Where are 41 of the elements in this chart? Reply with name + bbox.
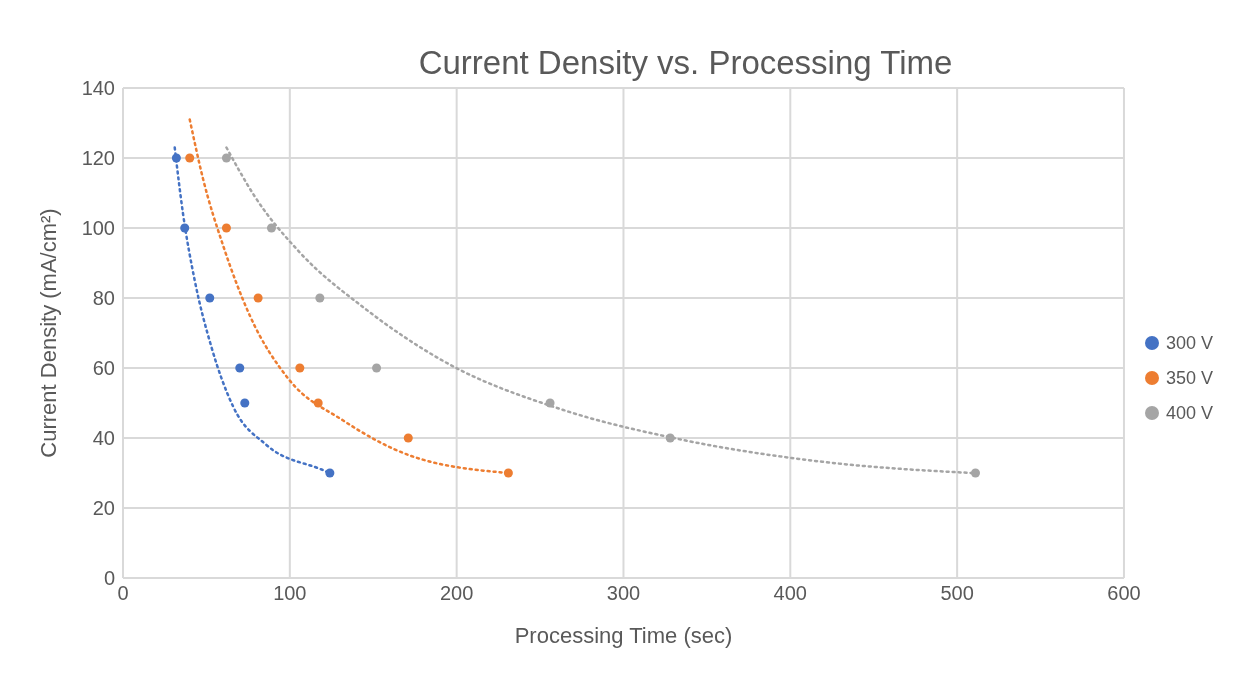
point	[313, 398, 323, 408]
point	[295, 363, 305, 373]
y-tick-label: 0	[103, 567, 115, 590]
y-tick-label: 60	[92, 357, 115, 380]
point	[665, 433, 675, 443]
y-tick-label: 100	[81, 217, 115, 240]
point	[221, 153, 231, 163]
x-tick-label: 300	[606, 582, 641, 605]
y-tick-label: 120	[81, 147, 115, 170]
legend-label: 350 V	[1165, 367, 1213, 389]
legend-label: 300 V	[1165, 332, 1213, 354]
point	[315, 293, 325, 303]
point	[372, 363, 382, 373]
x-tick-label: 0	[117, 582, 129, 605]
point	[205, 293, 215, 303]
point	[240, 398, 250, 408]
point	[403, 433, 413, 443]
y-tick-label: 140	[81, 77, 115, 100]
y-tick-label: 20	[92, 497, 115, 520]
x-tick-label: 600	[1107, 582, 1141, 605]
x-tick-label: 100	[273, 582, 307, 605]
point	[221, 223, 231, 233]
point	[171, 153, 181, 163]
point	[180, 223, 190, 233]
point	[545, 398, 555, 408]
y-axis-title: Current Density (mA/cm²)	[35, 208, 61, 458]
point	[235, 363, 245, 373]
y-tick-label: 40	[92, 427, 115, 450]
point	[266, 223, 276, 233]
x-tick-label: 400	[773, 582, 807, 605]
x-tick-label: 200	[439, 582, 474, 605]
point	[503, 468, 513, 478]
point	[185, 153, 195, 163]
legend-label: 400 V	[1165, 402, 1213, 424]
x-tick-label: 500	[940, 582, 974, 605]
x-axis-title: Processing Time (sec)	[514, 623, 733, 648]
point	[253, 293, 263, 303]
point	[325, 468, 335, 478]
chart-title: Current Density vs. Processing Time	[417, 43, 954, 81]
point	[970, 468, 980, 478]
y-tick-label: 80	[92, 287, 115, 310]
